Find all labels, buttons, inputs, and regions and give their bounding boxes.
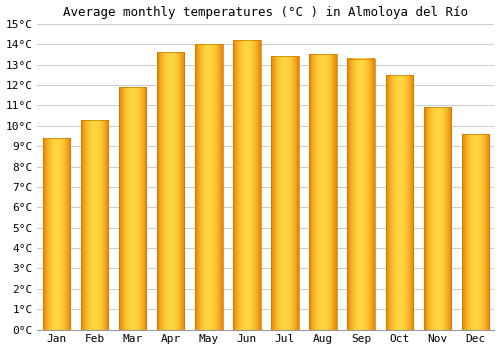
Bar (119, 87, 146, 330)
Bar (233, 40, 260, 330)
Bar (42, 138, 70, 330)
Bar (272, 56, 298, 330)
Title: Average monthly temperatures (°C ) in Almoloya del Río: Average monthly temperatures (°C ) in Al… (64, 6, 468, 19)
Bar (424, 107, 451, 330)
Bar (157, 52, 184, 330)
Bar (386, 75, 413, 330)
Bar (348, 58, 375, 330)
Bar (195, 44, 222, 330)
Bar (462, 134, 489, 330)
Bar (310, 55, 337, 330)
Bar (81, 120, 108, 330)
